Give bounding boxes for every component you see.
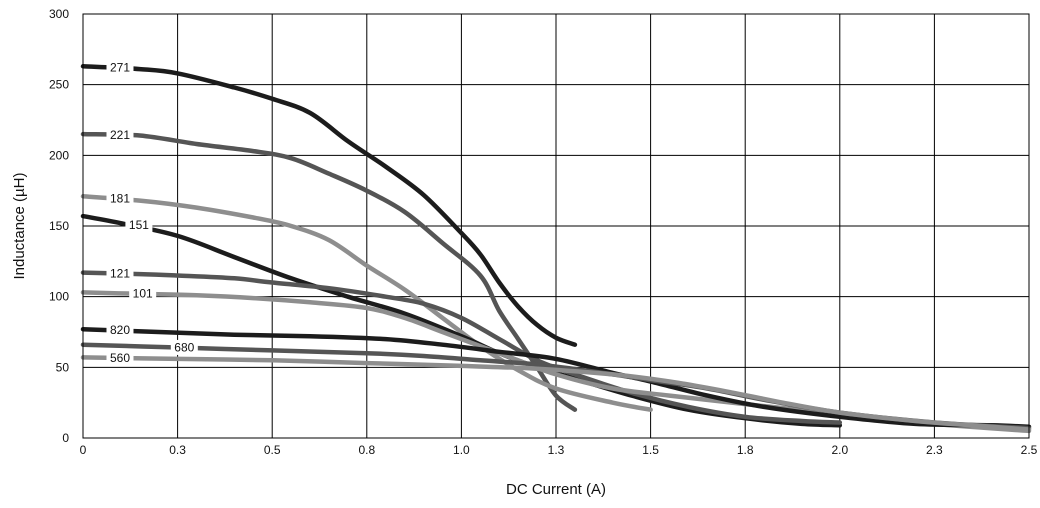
series-label-181: 181: [110, 191, 130, 205]
series-label-bg: [129, 286, 157, 302]
series-label-bg: [125, 217, 153, 233]
x-tick-label: 2.3: [926, 443, 943, 457]
x-tick-label: 1.8: [737, 443, 754, 457]
series-line-820: [80, 326, 1032, 429]
series-label-bg: [106, 60, 134, 76]
x-tick-label: 0: [80, 443, 87, 457]
y-tick-label: 200: [49, 148, 69, 162]
y-tick-label: 0: [62, 431, 69, 445]
series-label-680: 680: [174, 340, 194, 354]
series-label-bg: [106, 190, 134, 206]
x-tick-label: 2.5: [1021, 443, 1038, 457]
y-tick-label: 100: [49, 290, 69, 304]
series-label-101: 101: [133, 287, 153, 301]
x-tick-label: 0.3: [169, 443, 186, 457]
series-label-221: 221: [110, 128, 130, 142]
x-tick-label: 1.3: [548, 443, 565, 457]
x-tick-label: 1.0: [453, 443, 470, 457]
series-label-151: 151: [129, 218, 149, 232]
series-label-271: 271: [110, 61, 130, 75]
series-line-560: [80, 355, 1032, 432]
series-line-181: [80, 194, 653, 412]
y-tick-label: 300: [49, 7, 69, 21]
series-label-bg: [106, 322, 134, 338]
x-tick-label: 1.5: [642, 443, 659, 457]
x-axis-title: DC Current (A): [506, 481, 606, 498]
y-axis-title: Inductance (µH): [11, 172, 28, 279]
series-line-271: [80, 64, 578, 347]
plot-frame: [82, 13, 1030, 439]
x-tick-label: 2.0: [831, 443, 848, 457]
series-label-bg: [106, 265, 134, 281]
axis-ticks: 0 0.3 0.5 0.8 1.0 1.3 1.5 1.8 2.0 2.3 2.5 0 50 100 150…: [49, 7, 1038, 457]
series-label-560: 560: [110, 351, 130, 365]
series-label-bg: [106, 127, 134, 143]
y-tick-label: 150: [49, 219, 69, 233]
series-label-121: 121: [110, 266, 130, 280]
y-tick-label: 250: [49, 78, 69, 92]
series-line-121: [80, 270, 843, 425]
series-label-820: 820: [110, 323, 130, 337]
series-label-bg: [170, 339, 198, 355]
x-tick-label: 0.8: [358, 443, 375, 457]
series-label-bg: [106, 350, 134, 366]
y-tick-label: 50: [56, 360, 70, 374]
x-tick-label: 0.5: [264, 443, 281, 457]
